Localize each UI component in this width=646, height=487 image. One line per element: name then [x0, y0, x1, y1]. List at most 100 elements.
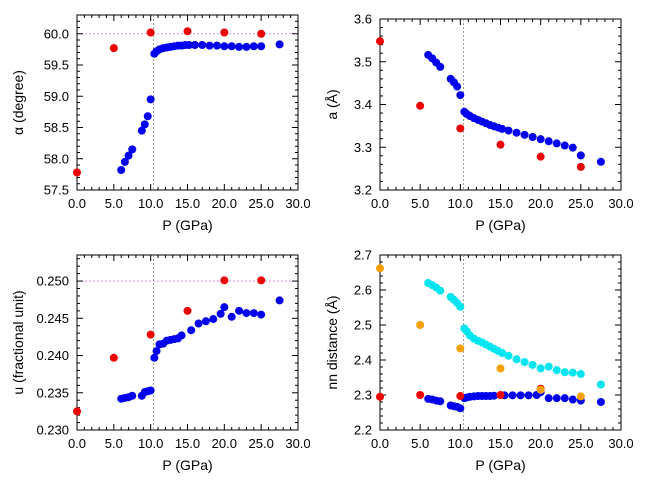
y-tick-label: 3.3: [354, 140, 372, 155]
x-tick-label: 30.0: [608, 196, 633, 211]
data-point: [140, 120, 149, 129]
data-point: [576, 162, 585, 171]
x-tick-label: 10.0: [448, 436, 473, 451]
y-tick-label: 0.240: [36, 348, 69, 363]
series-red: [376, 37, 585, 171]
data-point: [220, 28, 229, 37]
data-point: [552, 139, 561, 148]
series-blue: [424, 50, 605, 166]
data-point: [536, 364, 545, 373]
data-point: [520, 130, 529, 139]
data-point: [146, 28, 155, 37]
data-point: [183, 306, 192, 315]
data-point: [456, 91, 465, 100]
data-point: [275, 296, 284, 305]
data-point: [544, 394, 553, 403]
data-point: [216, 309, 225, 318]
series-blue: [117, 40, 284, 174]
x-axis-label: P (GPa): [475, 457, 525, 473]
data-point: [508, 391, 517, 400]
data-point: [187, 326, 196, 335]
y-tick-label: 57.5: [44, 183, 69, 198]
x-tick-label: 20.0: [528, 196, 553, 211]
x-tick-label: 10.0: [138, 196, 163, 211]
chart-u: 0.0 5.0 10.0 15.0 20.0 25.0 30.0 0.230 0.235 0.24…: [10, 254, 311, 473]
data-point: [496, 391, 505, 399]
y-tick-label: 59.0: [44, 89, 69, 104]
data-point: [143, 112, 152, 121]
data-point: [184, 41, 193, 49]
data-point: [212, 41, 221, 50]
data-point: [220, 276, 229, 285]
chart-nn: 0.0 5.0 10.0 15.0 20.0 25.0 30.0 2.2 2.3 2.4 2.5 2.…: [324, 248, 634, 474]
x-axis-label: P (GPa): [162, 217, 212, 233]
data-point: [109, 44, 118, 53]
data-point: [257, 29, 266, 38]
y-tick-label: 2.2: [354, 423, 372, 438]
data-point: [257, 310, 266, 319]
series-cyan: [424, 279, 605, 389]
data-point: [576, 151, 585, 160]
data-point: [568, 395, 577, 404]
chart-a: 0.0 5.0 10.0 15.0 20.0 25.0 30.0 3.2 3.3 3.4 3.5 3.…: [324, 12, 634, 234]
data-point: [436, 286, 445, 295]
data-point: [190, 41, 199, 49]
data-point: [528, 132, 537, 141]
data-point: [560, 394, 569, 403]
data-point: [376, 392, 384, 401]
data-point: [490, 391, 499, 400]
x-axis-label: P (GPa): [475, 217, 525, 233]
x-tick-label: 10.0: [448, 196, 473, 211]
x-tick-label: 15.0: [488, 196, 513, 211]
chart-alpha: 0.0 5.0 10.0 15.0 20.0 25.0 30.0 57.5 58.0 58.5 59…: [10, 14, 311, 233]
data-point: [536, 135, 545, 144]
data-point: [416, 321, 425, 329]
x-tick-label: 20.0: [212, 436, 237, 451]
x-tick-label: 30.0: [608, 436, 633, 451]
x-tick-label: 25.0: [568, 196, 593, 211]
data-point: [456, 392, 465, 401]
x-tick-label: 25.0: [568, 436, 593, 451]
data-point: [257, 276, 266, 285]
y-tick-label: 3.2: [354, 183, 372, 198]
x-tick-label: 5.0: [105, 436, 123, 451]
data-point: [146, 386, 155, 395]
x-tick-label: 30.0: [285, 196, 310, 211]
data-point: [227, 312, 236, 321]
data-point: [117, 166, 126, 174]
data-point: [453, 82, 462, 91]
x-tick-label: 15.0: [175, 436, 200, 451]
data-point: [376, 37, 384, 46]
y-tick-label: 2.5: [354, 318, 372, 333]
plot-frame: [76, 14, 299, 191]
data-point: [520, 358, 529, 367]
data-point: [209, 315, 218, 324]
data-point: [137, 126, 146, 135]
y-axis-label: nn distance (Å): [324, 295, 340, 389]
series-orange: [376, 264, 585, 401]
data-point: [596, 398, 605, 406]
y-tick-label: 2.4: [354, 353, 372, 368]
y-axis-label: a (Å): [324, 89, 340, 119]
data-point: [242, 42, 251, 51]
data-point: [498, 349, 507, 357]
series-red: [73, 276, 266, 416]
x-tick-label: 0.0: [371, 436, 389, 451]
data-point: [183, 27, 192, 36]
data-point: [560, 368, 569, 377]
x-tick-label: 25.0: [249, 196, 274, 211]
data-point: [516, 391, 525, 400]
y-tick-label: 2.7: [354, 248, 372, 263]
data-point: [146, 330, 155, 339]
data-point: [152, 347, 161, 356]
data-point: [576, 370, 585, 378]
data-point: [524, 391, 533, 400]
data-point: [456, 344, 465, 353]
x-tick-label: 0.0: [68, 196, 86, 211]
data-point: [194, 319, 203, 328]
data-point: [512, 128, 521, 137]
data-point: [552, 394, 561, 403]
data-point: [496, 364, 505, 373]
data-point: [456, 124, 465, 133]
